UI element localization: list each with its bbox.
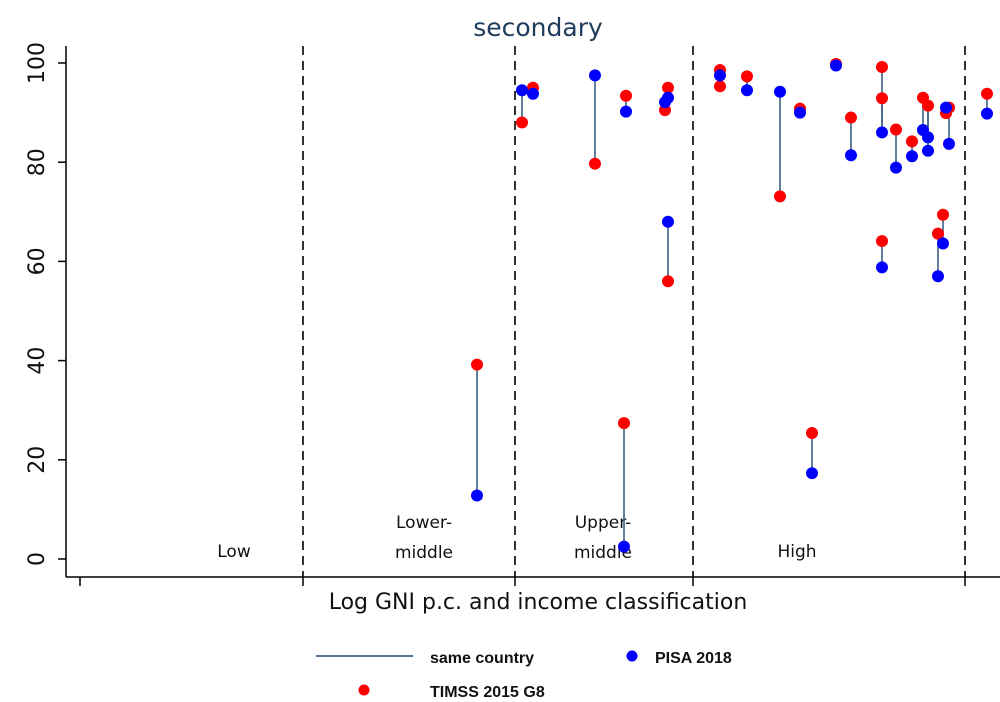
chart-title: secondary [473,13,603,42]
pisa-point [794,106,806,119]
legend-pisa-label: PISA 2018 [655,650,732,667]
y-tick-label: 20 [25,446,50,474]
pisa-point [876,126,888,139]
pisa-point [714,69,726,82]
legend-same-country-label: same country [430,650,534,667]
timss-point [937,208,949,221]
legend-timss-label: TIMSS 2015 G8 [430,684,545,701]
timss-point [906,135,918,148]
timss-point [662,275,674,288]
timss-point [890,123,902,136]
y-tick-label: 40 [25,347,50,375]
y-tick-label: 100 [25,42,50,84]
pisa-point [471,489,483,502]
timss-point [516,116,528,129]
timss-point [876,92,888,105]
pisa-point [876,261,888,274]
timss-point [932,227,944,240]
pisa-point [741,84,753,97]
timss-point [922,99,934,112]
income-group-label: High [777,542,816,562]
legend-pisa-marker [626,650,638,662]
y-axis-ticks: 0 20 40 60 80 100 [25,42,66,566]
plot-area: Low Lower-middle Upper-middle High [217,46,993,577]
y-tick-label: 80 [25,148,50,176]
pisa-point [618,540,630,553]
timss-point [714,80,726,93]
timss-point [876,235,888,248]
pisa-point [981,107,993,120]
income-group-label: Upper-middle [574,513,632,563]
timss-point [981,87,993,100]
pisa-point [589,69,601,82]
income-group-label: Low [217,542,251,562]
pisa-point [943,137,955,150]
x-axis-label: Log GNI p.c. and income classification [329,590,748,615]
pisa-point [890,161,902,174]
timss-point [589,157,601,170]
income-group-label: Lower-middle [395,513,453,563]
pisa-point [940,101,952,114]
timss-point [620,89,632,102]
pisa-point [906,150,918,163]
pisa-point [774,85,786,98]
legend: same country PISA 2018 TIMSS 2015 G8 [316,650,732,701]
pisa-point [620,105,632,118]
timss-point [618,417,630,430]
timss-point [876,60,888,73]
legend-timss-marker [358,684,370,696]
pisa-point [662,91,674,104]
timss-point [471,358,483,371]
pisa-point [922,144,934,157]
timss-point [806,427,818,440]
timss-point [774,190,786,203]
pisa-point [932,270,944,283]
pisa-point [662,215,674,228]
x-axis-ticks [79,577,966,586]
pisa-point [830,59,842,72]
pisa-point [845,149,857,162]
timss-point [662,81,674,94]
pisa-point [937,237,949,250]
pisa-point [527,87,539,100]
pisa-point [806,467,818,480]
pisa-point [516,84,528,97]
y-tick-label: 0 [25,552,50,566]
timss-point [741,70,753,83]
y-tick-label: 60 [25,247,50,275]
timss-point [845,111,857,124]
pisa-point [922,131,934,144]
